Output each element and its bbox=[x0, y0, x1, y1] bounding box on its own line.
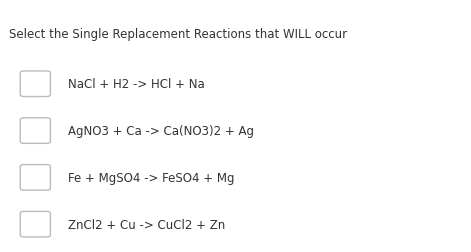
FancyBboxPatch shape bbox=[20, 118, 50, 144]
Text: Fe + MgSO4 -> FeSO4 + Mg: Fe + MgSO4 -> FeSO4 + Mg bbox=[68, 171, 235, 184]
Text: NaCl + H2 -> HCl + Na: NaCl + H2 -> HCl + Na bbox=[68, 78, 205, 91]
FancyBboxPatch shape bbox=[20, 211, 50, 237]
FancyBboxPatch shape bbox=[20, 72, 50, 97]
Text: ZnCl2 + Cu -> CuCl2 + Zn: ZnCl2 + Cu -> CuCl2 + Zn bbox=[68, 218, 226, 231]
Text: Select the Single Replacement Reactions that WILL occur: Select the Single Replacement Reactions … bbox=[9, 28, 348, 41]
Text: AgNO3 + Ca -> Ca(NO3)2 + Ag: AgNO3 + Ca -> Ca(NO3)2 + Ag bbox=[68, 124, 254, 138]
FancyBboxPatch shape bbox=[20, 165, 50, 191]
